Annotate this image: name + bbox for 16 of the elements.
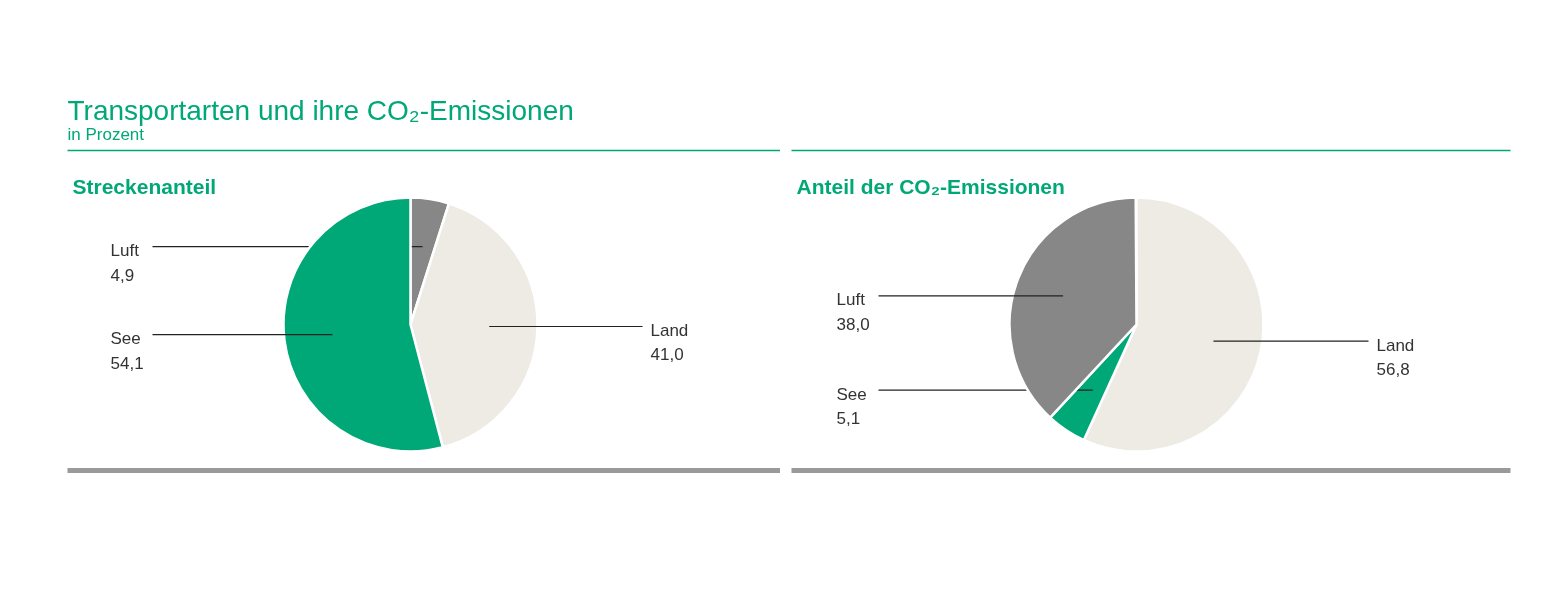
slice-label: See [110,329,141,349]
data-label: 38,0 [836,314,870,334]
slice-label: Luft [110,241,140,261]
data-label: 41,0 [650,345,684,365]
slice-label: Land [650,320,689,340]
chart-title: Transportarten und ihre CO₂-Emissionen [67,95,574,126]
data-label: 4,9 [110,265,135,285]
slice-label: Land [1376,335,1415,355]
data-label: 54,1 [110,353,144,373]
chart-title: Anteil der CO₂-Emissionen [796,175,1065,198]
data-label: 56,8 [1376,360,1410,380]
slice-label: See [836,384,867,404]
chart-subtitle: in Prozent [67,125,145,144]
data-label: 5,1 [836,409,861,429]
text: Streckenanteil [72,175,217,198]
slice-label: Luft [836,290,866,310]
